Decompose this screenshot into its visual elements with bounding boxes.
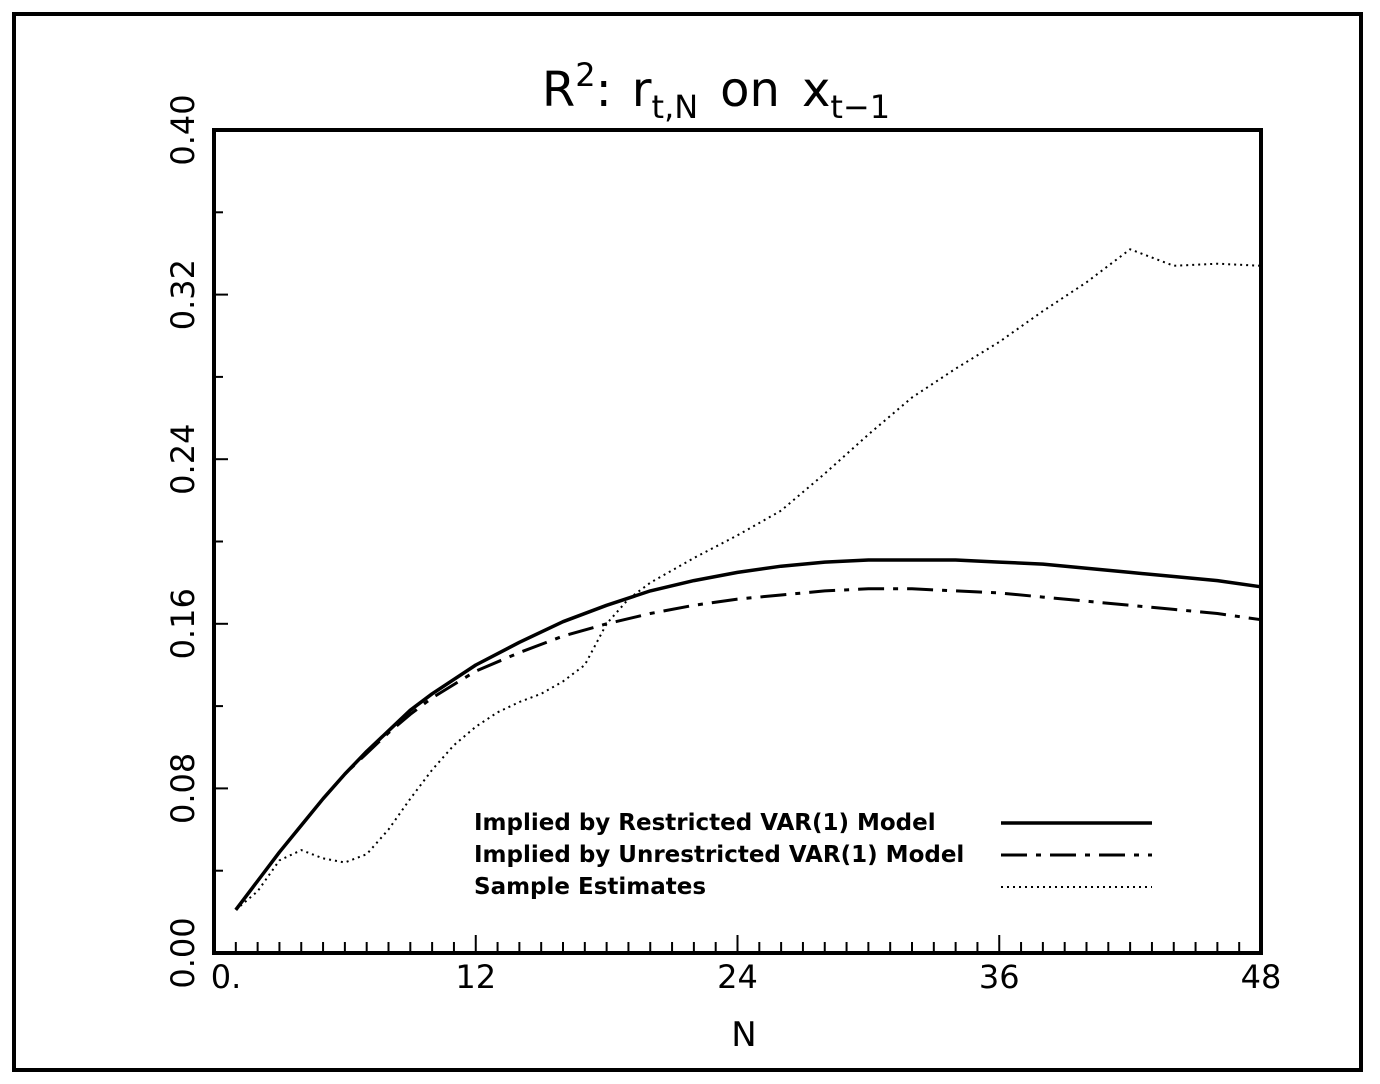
y-tick-label: 0.32 (164, 259, 202, 330)
y-tick-label: 0.00 (164, 917, 202, 988)
series-line-2 (234, 587, 1262, 911)
legend-label-1: Implied by Restricted VAR(1) Model (474, 810, 936, 836)
series-layer (234, 248, 1262, 911)
chart-title: R2: rt,N on xt−1 (542, 56, 890, 126)
legend-label-2: Implied by Unrestricted VAR(1) Model (474, 842, 964, 868)
y-tick-label: 0.08 (164, 753, 202, 824)
y-tick-label: 0.16 (164, 588, 202, 659)
x-tick-label: 48 (1241, 958, 1282, 996)
x-tick-label: 24 (717, 958, 758, 996)
x-tick-label: 12 (455, 958, 496, 996)
x-axis-ticks: 0. 12 24 36 48 (211, 935, 1282, 996)
x-axis-label: N (731, 1015, 756, 1055)
y-tick-label: 0.24 (164, 424, 202, 495)
legend-label-3: Sample Estimates (474, 874, 706, 900)
chart-svg: R2: rt,N on xt−1 0. 12 24 36 48 0.00 0.08 0.16… (164, 56, 1282, 1055)
x-tick-label: 36 (979, 958, 1020, 996)
y-tick-label: 0.40 (164, 94, 202, 165)
y-axis-ticks: 0.00 0.08 0.16 0.24 0.32 0.40 (164, 94, 228, 989)
chart-frame: R2: rt,N on xt−1 0. 12 24 36 48 0.00 0.08 0.16… (12, 12, 1363, 1072)
legend: Implied by Restricted VAR(1) Model Implie… (474, 810, 1152, 900)
x-tick-label: 0. (211, 958, 242, 996)
